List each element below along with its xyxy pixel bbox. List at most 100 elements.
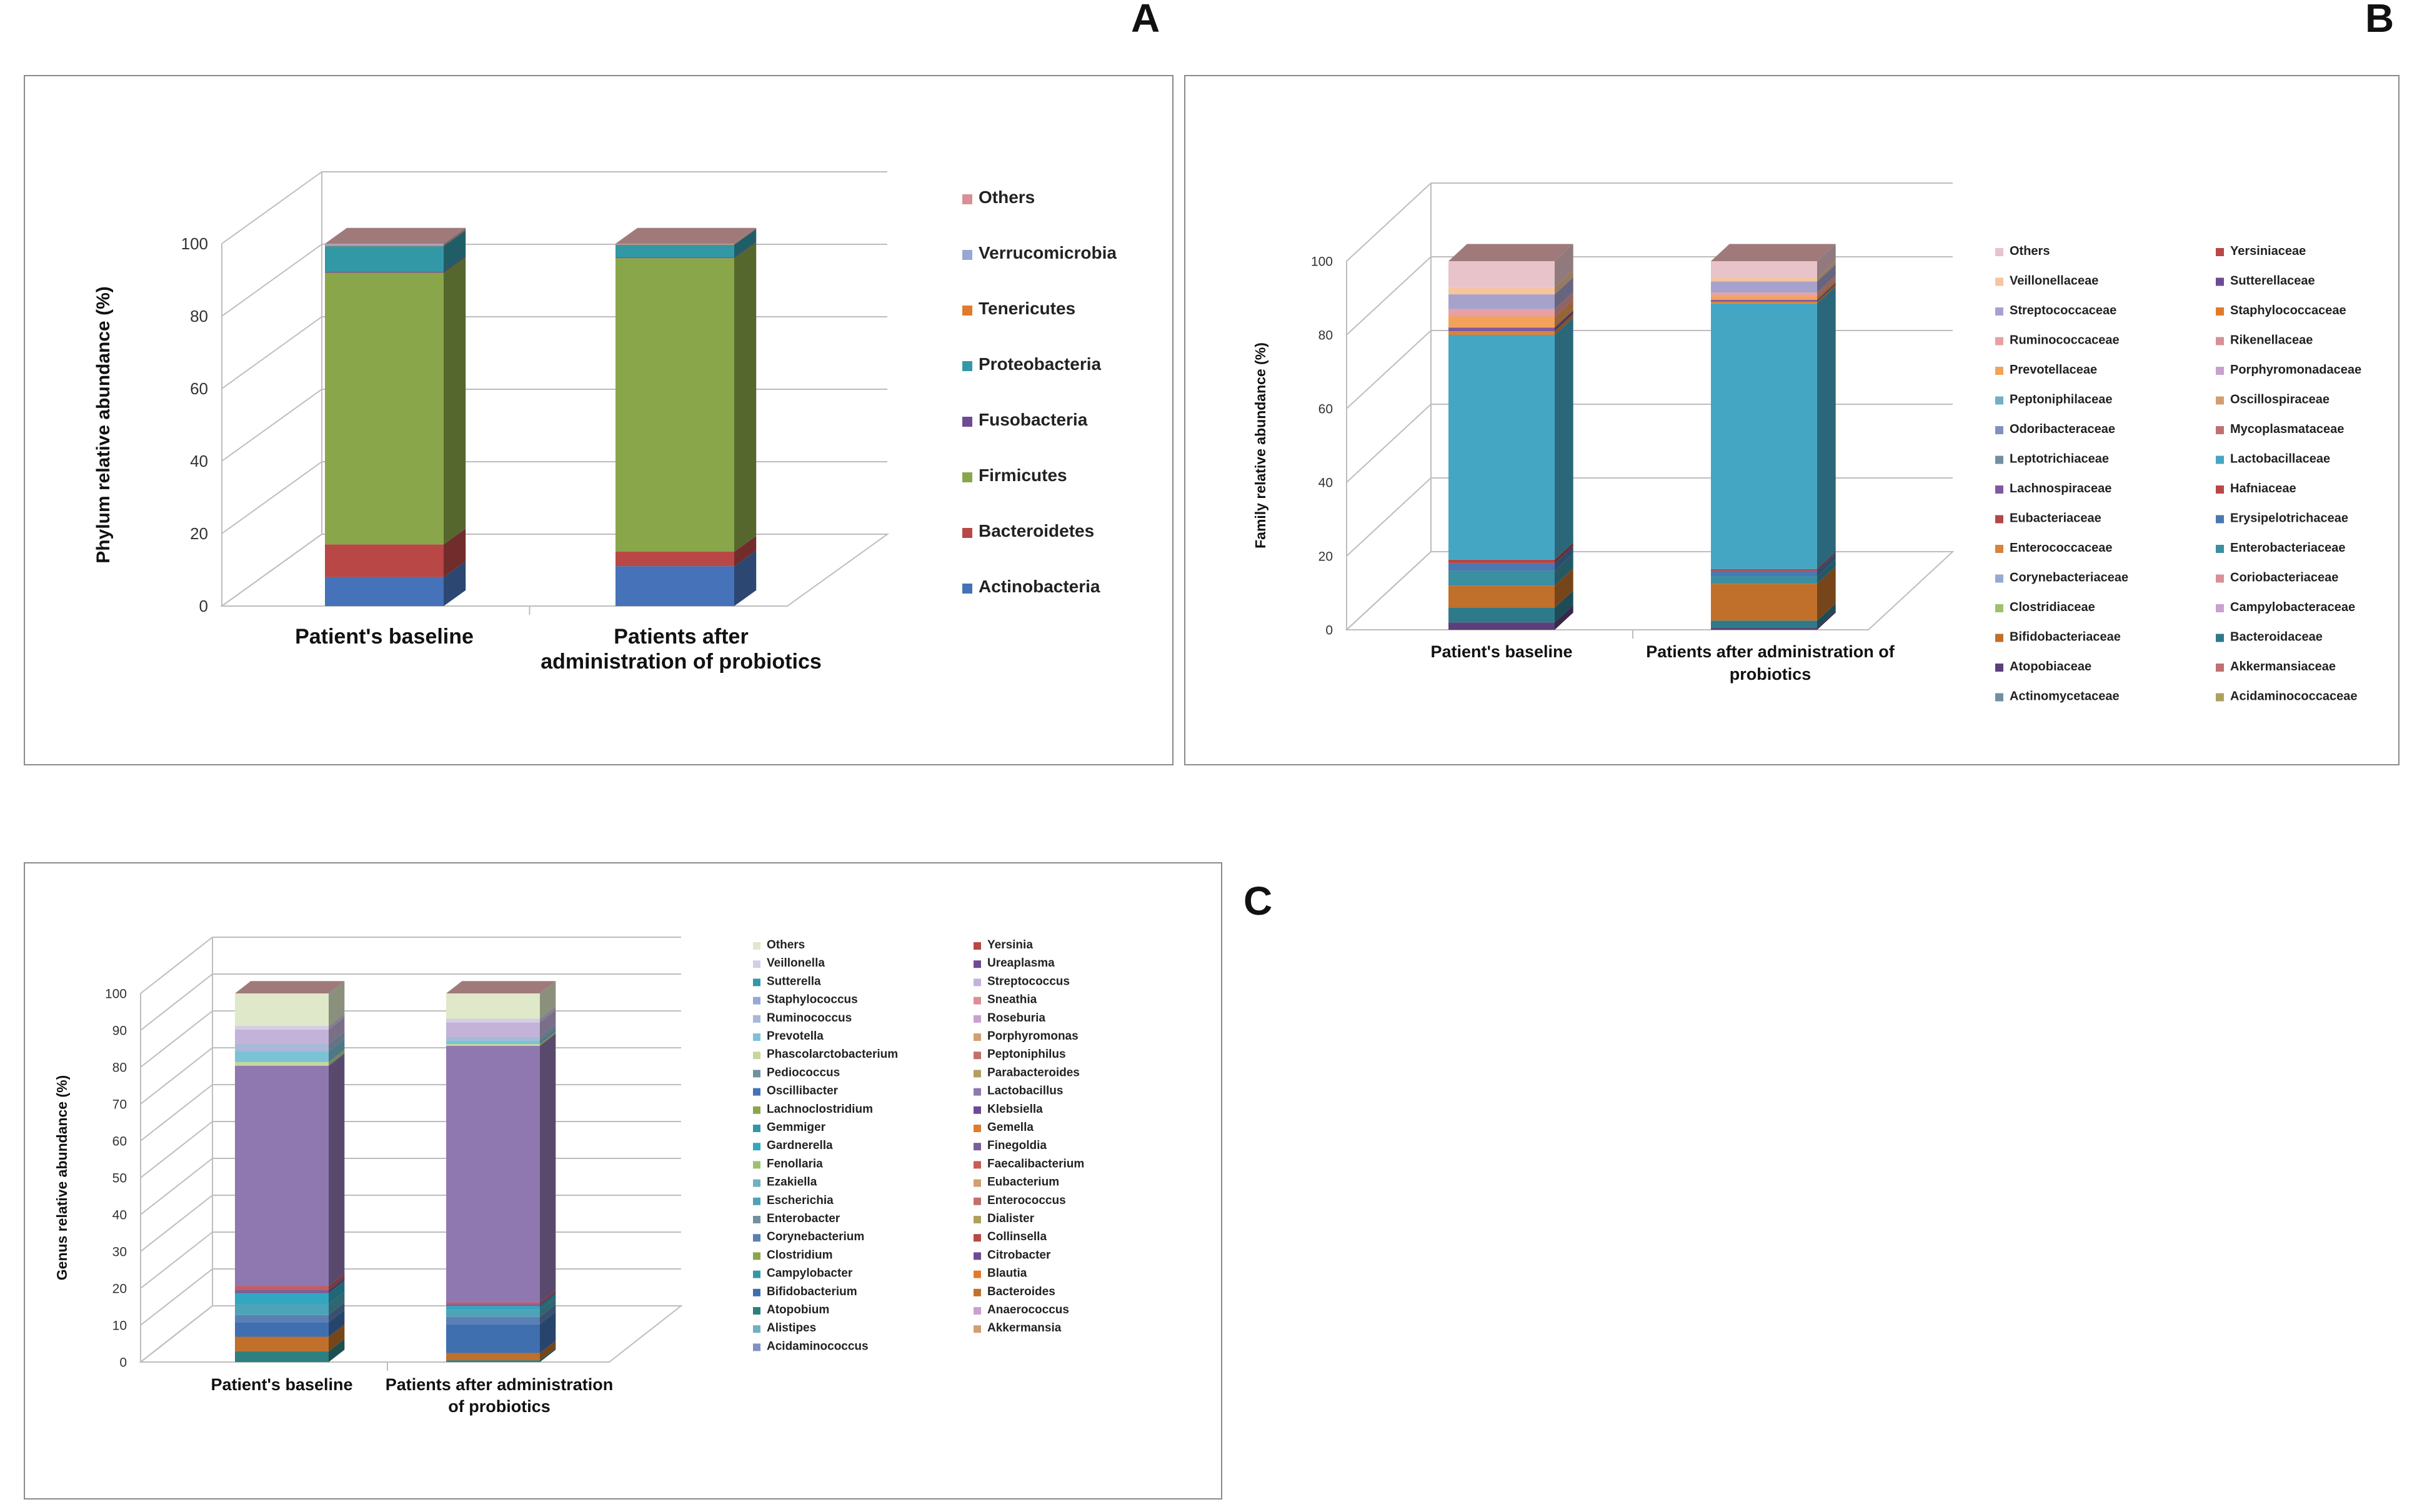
bar-segment-streptococcus [235,1029,329,1044]
y-tick-label: 70 [112,1097,127,1112]
bar-segment-streptococcaceae [1448,294,1555,309]
bar-side-others [329,981,345,1027]
legend-swatch [1995,277,2003,286]
bar-side-prevotellaceae [1555,299,1573,328]
y-tick-label: 100 [105,987,127,1001]
bar-segment-escherichia [446,1310,540,1317]
bar-side-others [444,227,466,245]
legend-label: Bacteroides [987,1285,1055,1298]
legend-swatch [974,1234,981,1242]
legend-swatch [753,1197,760,1205]
bar-segment-ruminococcus [446,1037,540,1041]
x-category-label: Patient's baseline [295,625,474,649]
panel-letter-a: A [1131,0,1160,41]
bar-side-verrucomicrobia [444,228,466,246]
bar-segment-others [446,993,540,1019]
legend-label: Blautia [987,1267,1027,1280]
bar-segment-bacteroidetes [615,552,734,567]
bar-side-streptococcaceae [1817,264,1836,293]
legend-label: Dialister [987,1212,1035,1225]
y-tick-label: 60 [112,1134,127,1148]
y-tick-label: 20 [1318,549,1333,564]
y-tick-label: 100 [1311,254,1333,269]
chart-b: 0 20 40 60 80 100 Family relative abundance (%… [1252,182,2361,704]
bar-segment-ruminococcaceae [1711,292,1817,297]
legend-swatch [2216,337,2224,346]
bar-side-bifidobacterium [540,1311,556,1353]
bar-side-bacteroidaceae [1817,603,1836,629]
bar-segment-bacteroides [446,1353,540,1361]
bar-side-enterococcaceae [1555,314,1573,335]
legend-swatch [1995,396,2003,405]
legend-swatch [2216,515,2224,524]
bar-segment-verrucomicrobia [325,244,444,246]
bar-segment-others [1448,261,1555,287]
bar-segment-lactobacillaceae [1711,303,1817,569]
bar-side-atopobiaceae [1555,605,1573,630]
legend-label: Klebsiella [987,1103,1043,1116]
bar-side-corynebacterium [329,1303,345,1323]
bar-segment-lactobacillaceae [1448,335,1555,560]
bar-side-lactobacillus [540,1033,556,1303]
legend-label: Enterococcus [987,1194,1066,1207]
bar-top [1448,244,1573,261]
legend-swatch [2216,396,2224,405]
legend-label: Proteobacteria [979,354,1101,374]
gridline-side [1346,256,1432,336]
legend-swatch [753,1143,760,1151]
legend-label: Streptococcus [987,975,1070,988]
gridline-side [1346,404,1432,483]
legend-swatch [753,1307,760,1315]
y-axis-label: Phylum relative abundance (%) [93,286,114,563]
legend-label: Bifidobacterium [767,1285,857,1298]
legend-label: Coriobacteriaceae [2230,571,2338,585]
bar-top [325,227,466,244]
bar-side-erysipelotrichaceae [1817,554,1836,577]
legend-label: Ruminococcus [767,1012,852,1025]
bar-side-lachnospiraceae [1555,310,1573,332]
legend-label: Firmicutes [979,465,1067,485]
bar-segment-fusobacteria [325,271,444,273]
bar-side-escherichia [540,1297,556,1317]
x-category-label: Patients after administration [386,1375,614,1394]
bar-side-bifidobacterium [329,1310,345,1337]
bar-segment-prevotella [446,1040,540,1044]
legend-swatch [753,942,760,950]
bar-segment-enterococcaceae [1448,331,1555,335]
bar-segment-bifidobacterium [235,1322,329,1337]
bar-segment-streptococcus [446,1022,540,1037]
legend-label: Erysipelotrichaceae [2230,512,2348,525]
legend-swatch [2216,426,2224,434]
bar-segment-lactobacillus [446,1045,540,1303]
x-category-label: administration of probiotics [541,650,822,674]
legend-label: Enterobacter [767,1212,840,1225]
gridline-side [140,1231,213,1289]
gridline-side [221,316,322,389]
legend-label: Lachnoclostridium [767,1103,873,1116]
legend-swatch [974,1288,981,1296]
legend-label: Leptotrichiaceae [2010,452,2109,466]
legend-label: Prevotella [767,1030,824,1043]
legend-label: Veillonella [767,957,825,970]
bar-segment-atopobium [235,1351,329,1362]
legend-label: Eubacteriaceae [2010,512,2101,525]
x-category-label: Patient's baseline [1430,642,1572,661]
bar-segment-finegoldia [446,1304,540,1306]
legend-label: Enterococcaceae [2010,541,2113,555]
bar-side-phascolarctobacterium [329,1050,345,1066]
legend-label: Acidaminococcaceae [2230,690,2357,704]
legend-swatch [974,1325,981,1333]
bar-side-bacteroides [540,1340,556,1361]
bar-segment-eubacteriaceae [1711,569,1817,571]
floor [1345,551,1955,630]
bar-side-prevotella [329,1038,345,1062]
bar-side-enterobacteriaceae [1817,559,1836,584]
legend-swatch [753,1288,760,1296]
legend-swatch [974,1179,981,1187]
legend-swatch [753,1179,760,1187]
legend-swatch [1995,455,2003,464]
legend-swatch [974,1070,981,1078]
legend-label: Porphyromonas [987,1030,1079,1043]
legend-label: Faecalibacterium [987,1157,1084,1170]
